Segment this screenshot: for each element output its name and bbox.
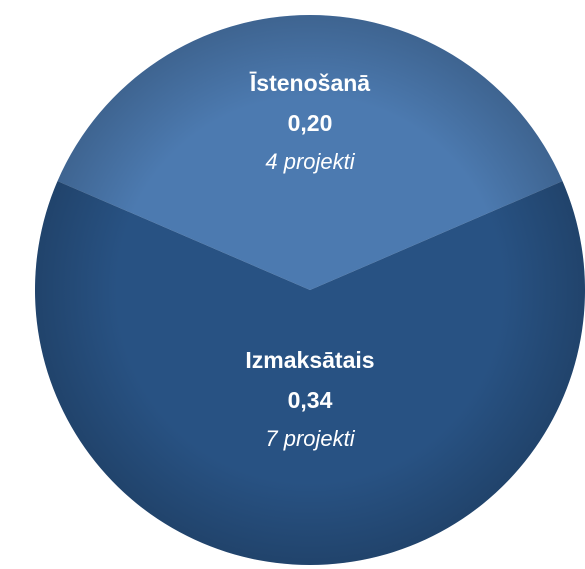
slice-value: 0,34 [288,387,333,413]
slice-sublabel: 4 projekti [265,149,355,174]
slice-category: Izmaksātais [245,347,374,373]
slice-category: Īstenošanā [249,70,370,96]
pie [34,14,585,565]
slice-sublabel: 7 projekti [265,426,355,451]
slice-value: 0,20 [288,110,333,136]
labels: Īstenošanā 0,20 4 projekti Izmaksātais 0,34 7… [245,70,374,451]
